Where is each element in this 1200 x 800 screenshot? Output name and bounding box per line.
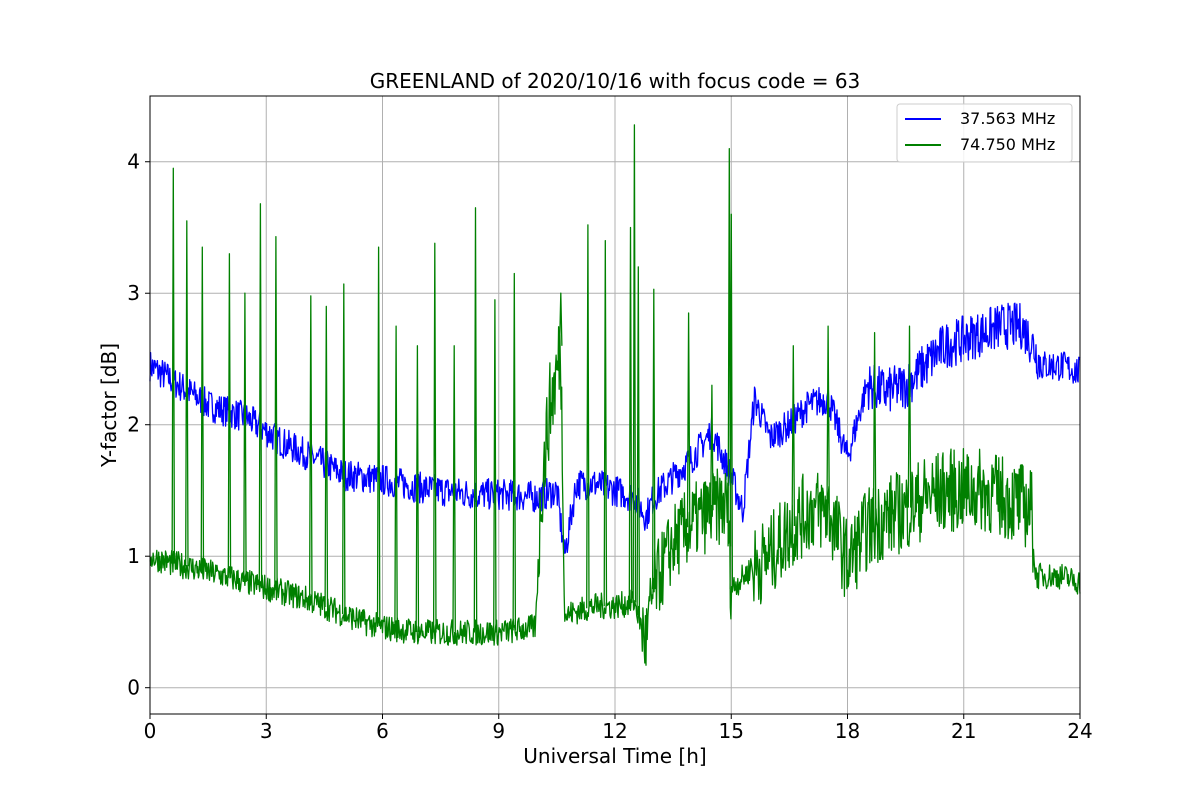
series-line-1 bbox=[149, 124, 1081, 666]
legend-label-37563: 37.563 MHz bbox=[960, 109, 1055, 128]
x-tick-label: 9 bbox=[492, 719, 505, 743]
x-tick-label: 21 bbox=[951, 719, 976, 743]
y-tick-label: 4 bbox=[127, 150, 140, 174]
y-tick-label: 2 bbox=[127, 413, 140, 437]
x-tick-label: 12 bbox=[602, 719, 627, 743]
y-tick-label: 0 bbox=[127, 676, 140, 700]
plot-series bbox=[149, 124, 1081, 666]
y-axis-label: Y-factor [dB] bbox=[97, 343, 121, 468]
y-tick-label: 3 bbox=[127, 281, 140, 305]
x-tick-label: 24 bbox=[1067, 719, 1092, 743]
chart-title: GREENLAND of 2020/10/16 with focus code … bbox=[370, 69, 861, 93]
x-tick-label: 15 bbox=[719, 719, 744, 743]
series-line-0 bbox=[149, 302, 1081, 555]
x-tick-label: 6 bbox=[376, 719, 389, 743]
y-tick-label: 1 bbox=[127, 544, 140, 568]
x-axis-label: Universal Time [h] bbox=[523, 744, 706, 768]
x-tick-label: 0 bbox=[144, 719, 157, 743]
legend-label-74750: 74.750 MHz bbox=[960, 135, 1055, 154]
x-tick-label: 3 bbox=[260, 719, 273, 743]
x-tick-label: 18 bbox=[835, 719, 860, 743]
legend: 37.563 MHz 74.750 MHz bbox=[896, 103, 1073, 163]
